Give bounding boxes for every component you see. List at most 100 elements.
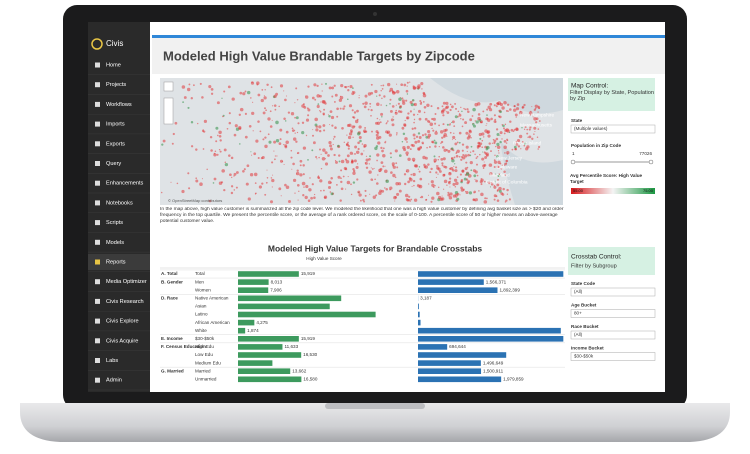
map-dot: [449, 108, 452, 112]
map-zoom-control[interactable]: [163, 97, 174, 125]
map-dot: [486, 154, 489, 157]
map-dot: [365, 155, 368, 157]
map-dot: [486, 114, 488, 116]
map-dot: [496, 133, 500, 136]
map-dot: [264, 193, 267, 196]
score-bar: [238, 311, 376, 318]
filter-select[interactable]: [570, 287, 656, 297]
map-dot: [261, 89, 264, 91]
nav-item[interactable]: Workflows: [88, 102, 150, 115]
nav-item[interactable]: Media Optimizer: [88, 279, 150, 292]
map-dot: [424, 156, 428, 160]
map-dot: [381, 149, 384, 153]
map-dot: [275, 139, 280, 143]
map-dot: [448, 124, 451, 126]
map-dot: [476, 163, 478, 166]
nav-item[interactable]: Civis Research: [88, 299, 150, 312]
map-dot: [437, 173, 439, 175]
map-dot: [250, 151, 252, 153]
map-dot: [291, 168, 293, 170]
nav-item[interactable]: Labs: [88, 358, 150, 371]
map-dot: [461, 125, 464, 128]
map-credit: © OpenStreetMap contributors: [168, 198, 222, 203]
map-dot: [450, 157, 453, 160]
subgroup-label: Unmarried: [195, 377, 217, 382]
map-search[interactable]: [163, 81, 174, 92]
map-dot: [305, 118, 310, 122]
map-dot: [432, 117, 436, 121]
map-dot: [341, 126, 344, 130]
nav-item[interactable]: Models: [88, 239, 150, 253]
nav-item[interactable]: Enhancements: [88, 181, 150, 194]
map-dot: [391, 162, 395, 166]
nav-item[interactable]: Civis Acquire: [88, 338, 150, 351]
filter-value: $30-$50k: [574, 354, 594, 359]
nav-label: Enhancements: [106, 181, 144, 187]
map-dot: [428, 121, 431, 124]
map-dot: [389, 109, 393, 113]
nav-item[interactable]: Notebooks: [88, 200, 150, 213]
map-dot: [347, 141, 349, 144]
map-dot: [271, 161, 274, 164]
map-dot: [396, 83, 398, 85]
filter-value: (All): [574, 332, 583, 337]
map-dot: [493, 139, 497, 143]
map-dot: [296, 183, 300, 187]
filter-select[interactable]: [570, 352, 656, 361]
map-dot: [302, 146, 307, 150]
nav-item[interactable]: Exports: [88, 141, 150, 154]
map-dot: [338, 98, 343, 102]
map-dot: [360, 199, 362, 202]
map-dot: [496, 165, 500, 169]
nav-item[interactable]: Projects: [88, 82, 150, 95]
nav-label: Home: [106, 62, 121, 68]
map-dot: [495, 137, 499, 141]
laptop-base: [20, 403, 730, 442]
nav-item[interactable]: Home: [88, 62, 150, 76]
nav-icon: [95, 259, 100, 265]
map-dot: [279, 159, 284, 163]
map-dot: [537, 111, 539, 113]
slider-handle[interactable]: [570, 159, 576, 165]
map-dot: [239, 91, 243, 95]
map-dot: [423, 165, 426, 169]
map-dot: [523, 128, 526, 130]
map-dot: [319, 179, 323, 183]
map-dot: [403, 148, 407, 152]
nav-item[interactable]: Query: [88, 161, 150, 174]
map-dot: [483, 136, 485, 138]
map-dot: [504, 201, 507, 203]
nav-label: Reports: [106, 259, 126, 265]
map-dot: [520, 148, 522, 150]
map-dot: [355, 165, 359, 169]
map-dot: [229, 173, 232, 177]
nav-item[interactable]: Reports: [88, 254, 150, 273]
filter-select[interactable]: [570, 330, 656, 340]
nav-item[interactable]: Civis Explore: [88, 319, 150, 332]
nav-item[interactable]: Scripts: [88, 220, 150, 233]
map-dot: [323, 189, 325, 192]
state-select[interactable]: [570, 124, 656, 134]
map-dot: [420, 101, 423, 104]
map-dot: [465, 161, 468, 164]
map-dot: [454, 115, 458, 119]
map-dot: [367, 108, 370, 111]
map-dot: [357, 147, 360, 151]
count-bar: [418, 344, 448, 350]
filter-select[interactable]: [570, 309, 656, 318]
slider-handle[interactable]: [648, 159, 654, 165]
map-dot: [235, 171, 239, 174]
map-dot: [417, 147, 421, 151]
map-dot: [481, 146, 484, 149]
map-zoom[interactable]: [163, 81, 174, 125]
nav-item[interactable]: Imports: [88, 122, 150, 135]
map-dot: [535, 117, 539, 121]
map-dot: [380, 84, 382, 87]
map-dot: [273, 140, 277, 144]
map-dot: [411, 185, 413, 187]
map-dot: [264, 144, 268, 149]
nav-item[interactable]: Admin: [88, 378, 150, 391]
map-dot: [413, 164, 418, 168]
nav-icon: [95, 239, 100, 245]
map-dot: [283, 117, 286, 121]
